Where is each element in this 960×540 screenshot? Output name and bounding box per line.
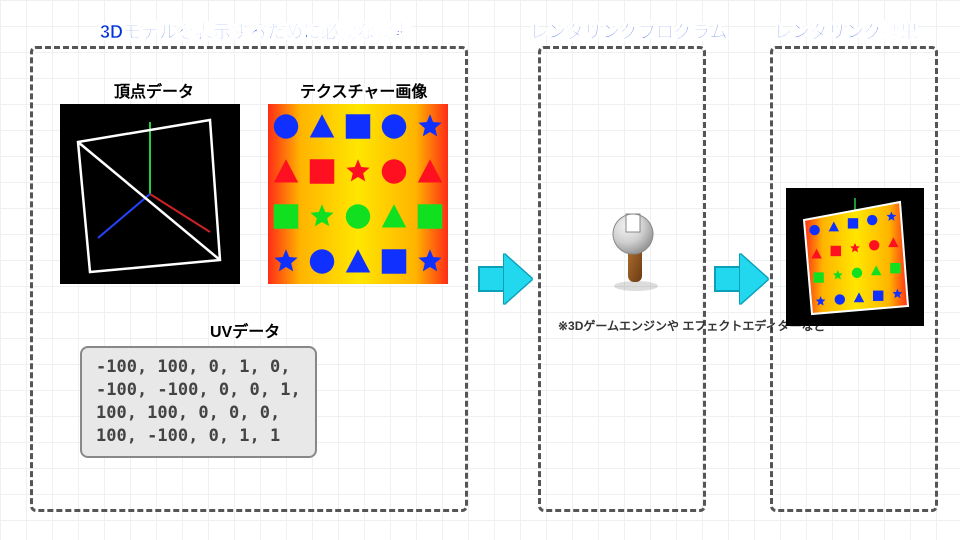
arrow-to-program	[478, 254, 532, 304]
header-result: レンダリング結果	[774, 18, 918, 44]
vertex-preview	[60, 104, 240, 284]
texture-shapes	[268, 104, 448, 284]
label-texture: テクスチャー画像	[300, 78, 427, 102]
arrow-to-result	[714, 254, 768, 304]
header-elements: 3Dモデルを表示するために必要な要素	[100, 18, 411, 44]
result-render	[786, 188, 924, 326]
label-uv: UVデータ	[210, 318, 280, 342]
texture-preview	[268, 104, 448, 284]
vertex-wireframe	[60, 104, 240, 284]
result-preview	[786, 188, 924, 326]
diagram-stage: 3Dモデルを表示するために必要な要素 レンダリングプログラム レンダリング結果 …	[0, 0, 960, 540]
label-vertex: 頂点データ	[114, 78, 194, 102]
header-program: レンダリングプログラム	[530, 18, 727, 44]
uv-data-box: -100, 100, 0, 1, 0, -100, -100, 0, 0, 1,…	[80, 346, 317, 458]
wrench-icon	[596, 210, 670, 294]
